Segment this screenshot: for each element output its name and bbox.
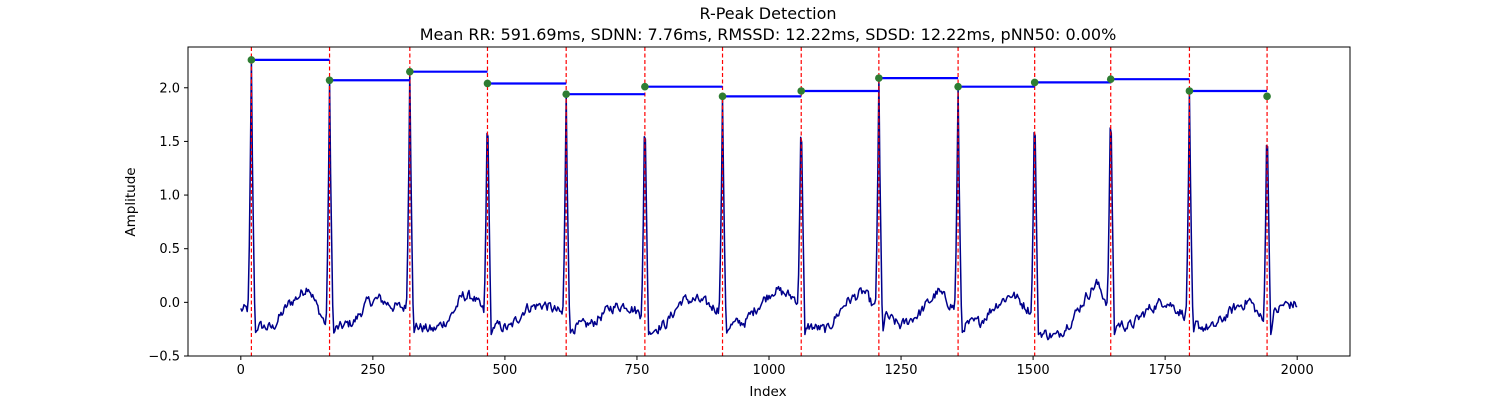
r-peak-point-4	[483, 79, 492, 88]
chart-subtitle: Mean RR: 591.69ms, SDNN: 7.76ms, RMSSD: …	[420, 25, 1117, 44]
y-tick-label-0.5: 0.5	[159, 242, 180, 257]
y-tick-label-1.5: 1.5	[159, 135, 180, 150]
r-peak-point-14	[1263, 92, 1271, 101]
y-tick-label--0.5: −0.5	[148, 350, 180, 365]
r-peak-point-10	[954, 82, 962, 91]
x-tick-label-2000: 2000	[1281, 363, 1314, 378]
r-peak-point-6	[641, 82, 649, 91]
y-tick-label-2: 2.0	[159, 81, 180, 96]
x-tick-label-1500: 1500	[1017, 363, 1050, 378]
y-tick-label-0: 0.0	[159, 296, 180, 311]
y-axis-label: Amplitude	[123, 167, 139, 236]
x-tick-label-750: 750	[625, 363, 650, 378]
r-peak-point-9	[875, 74, 883, 82]
y-axis: −0.5 0.0 0.5 1.0 1.5 2.0	[148, 81, 188, 365]
x-tick-label-0: 0	[237, 363, 245, 378]
r-peak-point-7	[718, 92, 727, 101]
plot-area	[240, 47, 1298, 356]
x-tick-label-500: 500	[492, 363, 517, 378]
x-axis: 0 250 500 750 1000 1250 1500 1750 2000	[237, 356, 1314, 378]
r-peak-point-8	[797, 87, 806, 95]
ecg-signal-line	[240, 59, 1298, 341]
r-peak-point-13	[1185, 87, 1194, 95]
x-axis-label: Index	[749, 384, 786, 400]
r-peak-point-12	[1106, 75, 1115, 83]
r-peak-point-3	[406, 67, 414, 76]
r-peak-point-11	[1030, 78, 1039, 87]
r-peak-point-2	[325, 76, 334, 85]
chart-title: R-Peak Detection	[699, 4, 836, 23]
y-tick-label-1: 1.0	[159, 189, 180, 204]
x-tick-label-1750: 1750	[1149, 363, 1182, 378]
x-tick-label-250: 250	[360, 363, 385, 378]
x-tick-label-1000: 1000	[752, 363, 785, 378]
x-tick-label-1250: 1250	[884, 363, 917, 378]
r-peak-point-5	[562, 90, 570, 99]
r-peak-point-1	[247, 56, 256, 64]
